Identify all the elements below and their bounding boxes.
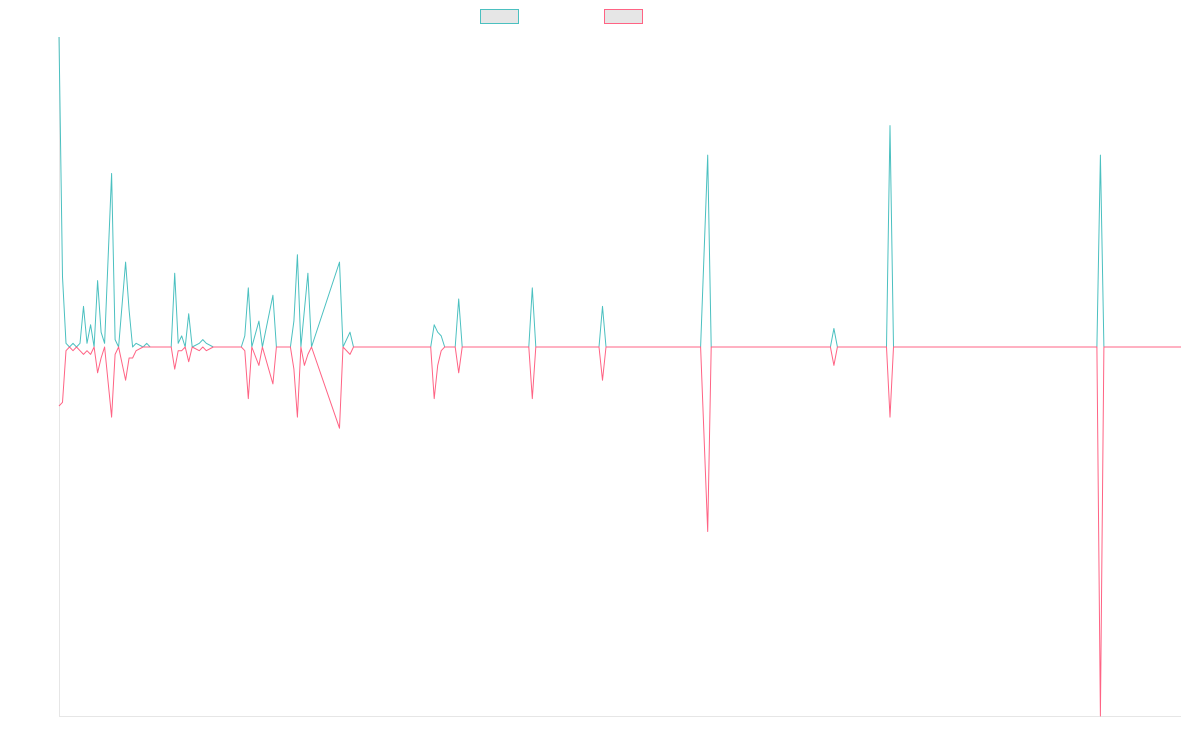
legend	[0, 9, 1200, 27]
series-layer	[58, 36, 1181, 717]
legend-swatch-series-b	[604, 9, 643, 24]
legend-item-series-a[interactable]	[480, 9, 525, 24]
line-series-b	[58, 346, 1181, 717]
legend-swatch-series-a	[480, 9, 519, 24]
legend-item-series-b[interactable]	[604, 9, 649, 24]
line-series-a	[58, 36, 1181, 348]
